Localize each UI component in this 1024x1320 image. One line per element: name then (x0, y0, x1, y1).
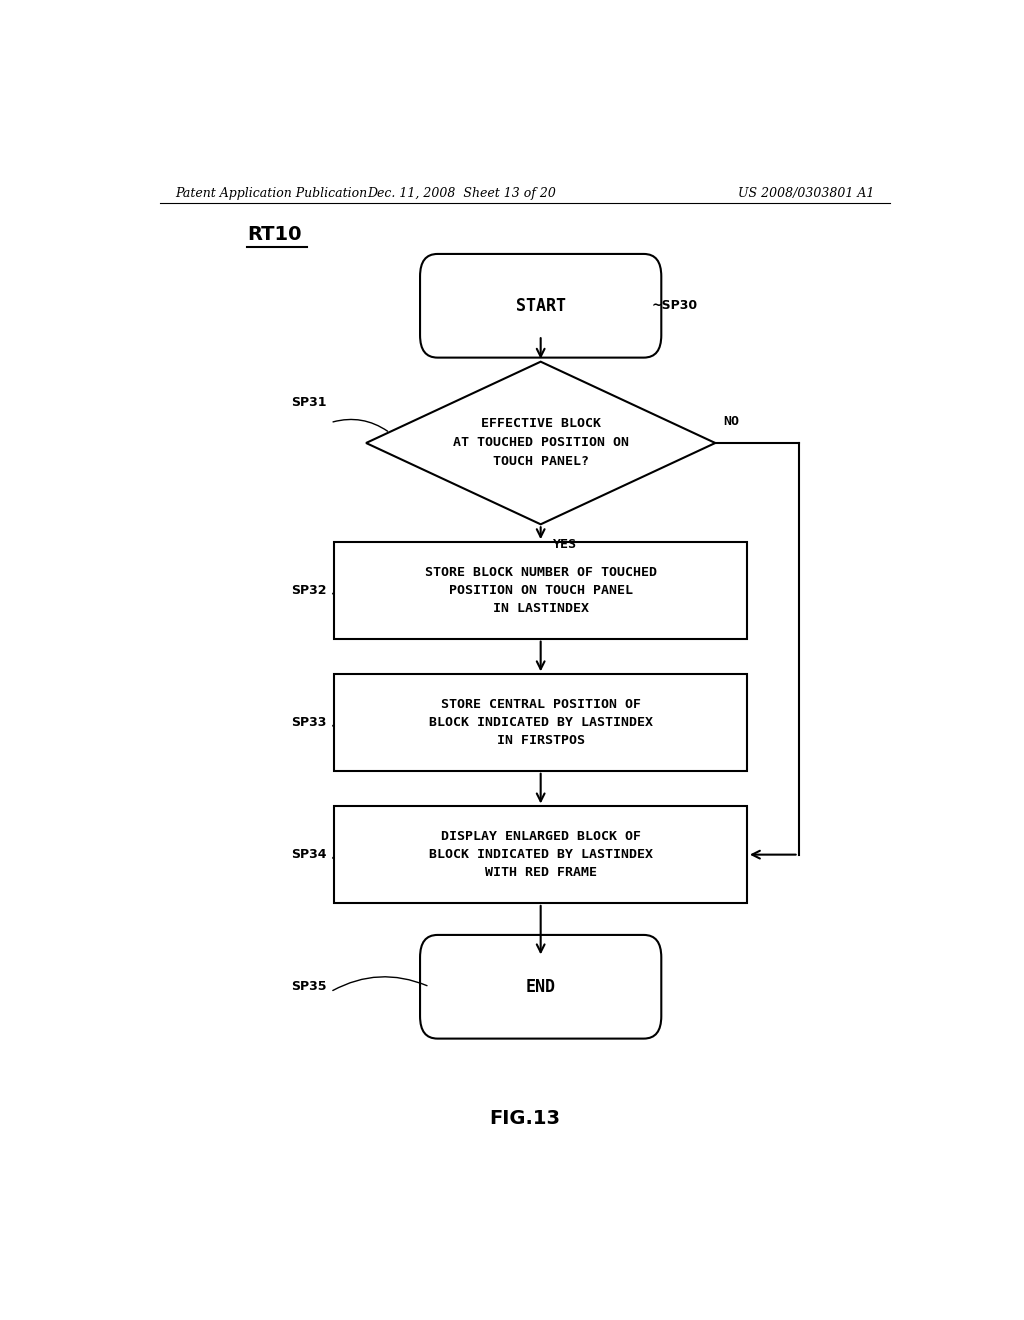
Text: END: END (525, 978, 556, 995)
Text: SP33: SP33 (291, 715, 326, 729)
Text: ~SP30: ~SP30 (652, 300, 698, 313)
Text: DISPLAY ENLARGED BLOCK OF
BLOCK INDICATED BY LASTINDEX
WITH RED FRAME: DISPLAY ENLARGED BLOCK OF BLOCK INDICATE… (429, 830, 652, 879)
Text: YES: YES (553, 537, 577, 550)
Text: STORE BLOCK NUMBER OF TOUCHED
POSITION ON TOUCH PANEL
IN LASTINDEX: STORE BLOCK NUMBER OF TOUCHED POSITION O… (425, 566, 656, 615)
Bar (334, 807, 748, 903)
Text: EFFECTIVE BLOCK
AT TOUCHED POSITION ON
TOUCH PANEL?: EFFECTIVE BLOCK AT TOUCHED POSITION ON T… (453, 417, 629, 469)
FancyBboxPatch shape (420, 935, 662, 1039)
Text: SP34: SP34 (291, 849, 327, 861)
Text: SP31: SP31 (291, 396, 327, 409)
Text: Dec. 11, 2008  Sheet 13 of 20: Dec. 11, 2008 Sheet 13 of 20 (367, 187, 556, 201)
Text: START: START (516, 297, 565, 314)
Text: RT10: RT10 (247, 226, 301, 244)
Text: FIG.13: FIG.13 (489, 1109, 560, 1129)
Text: SP35: SP35 (291, 981, 327, 993)
Text: Patent Application Publication: Patent Application Publication (176, 187, 368, 201)
Bar (334, 675, 748, 771)
FancyBboxPatch shape (420, 253, 662, 358)
Polygon shape (367, 362, 715, 524)
Text: NO: NO (723, 414, 739, 428)
Text: SP32: SP32 (291, 583, 327, 597)
Bar (334, 543, 748, 639)
Text: US 2008/0303801 A1: US 2008/0303801 A1 (737, 187, 873, 201)
Text: STORE CENTRAL POSITION OF
BLOCK INDICATED BY LASTINDEX
IN FIRSTPOS: STORE CENTRAL POSITION OF BLOCK INDICATE… (429, 698, 652, 747)
